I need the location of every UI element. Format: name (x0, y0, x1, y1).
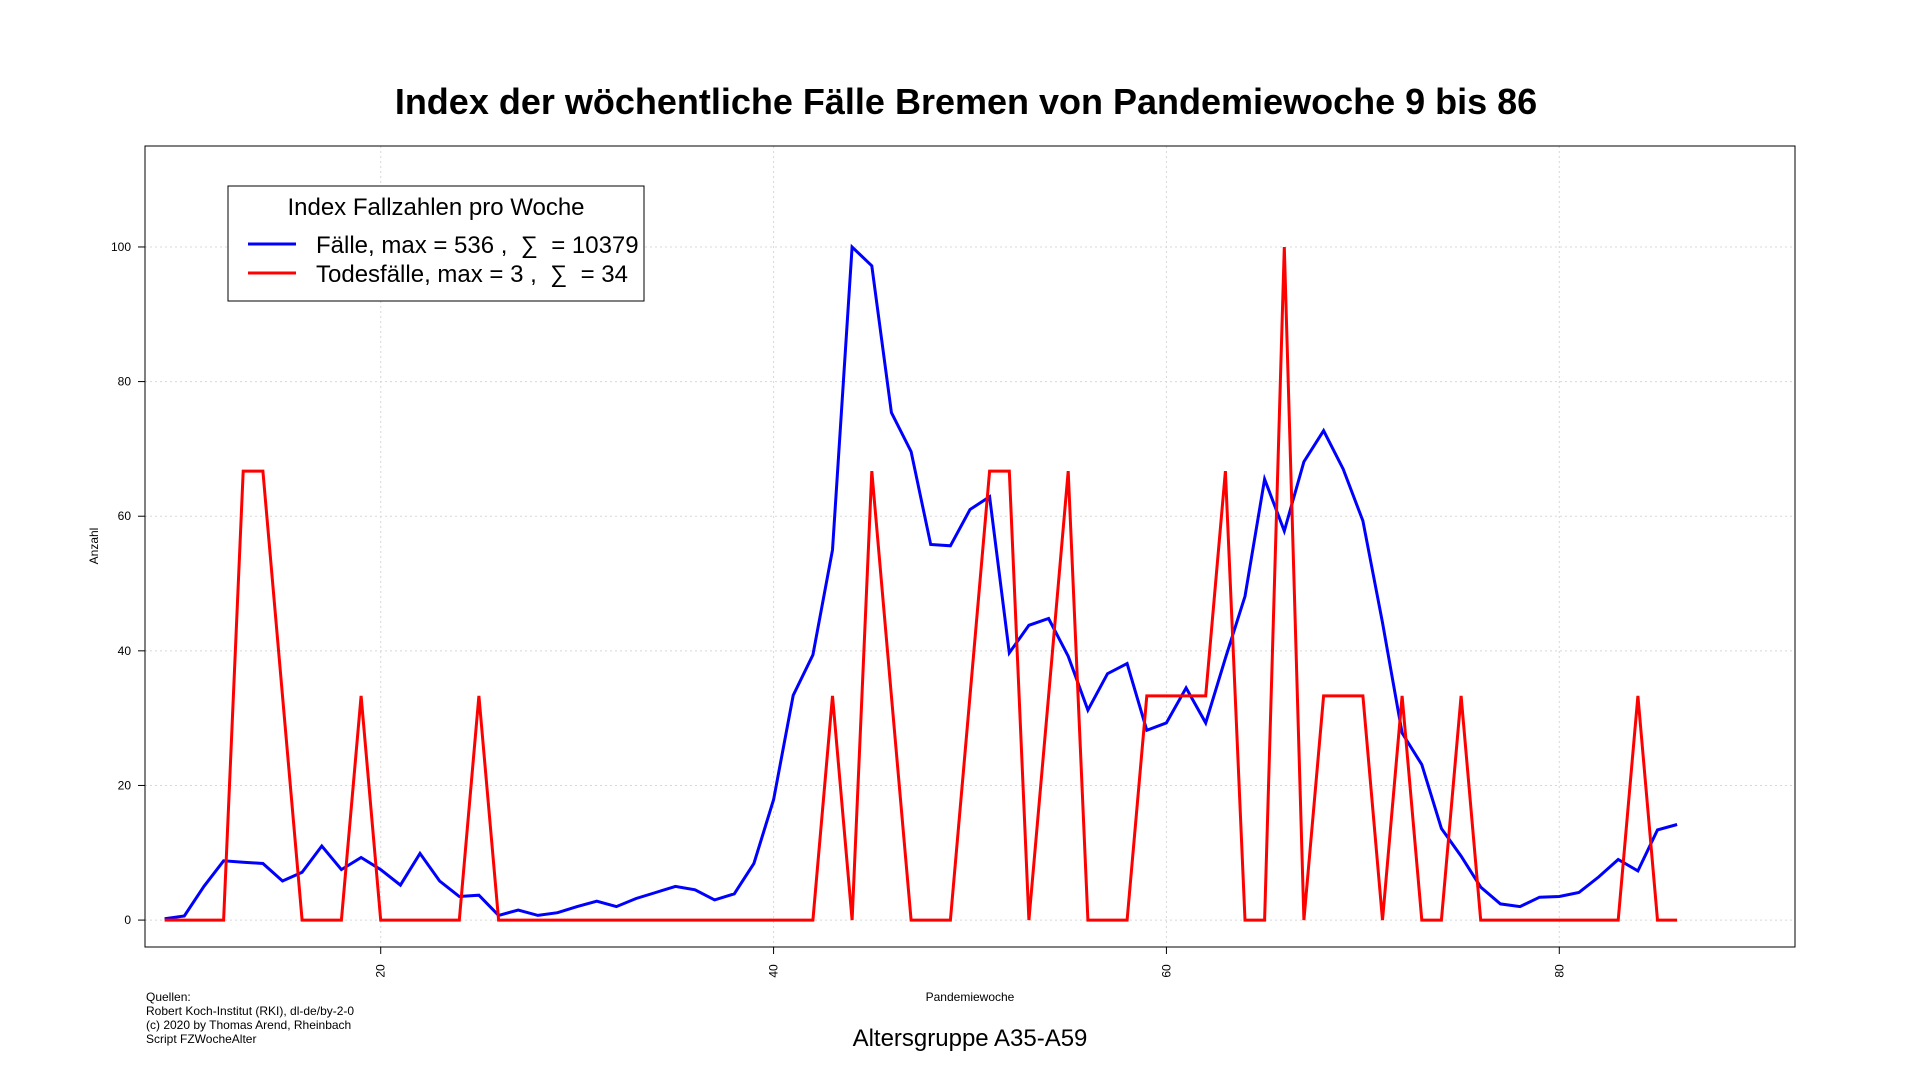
source-line-3: (c) 2020 by Thomas Arend, Rheinbach (146, 1018, 351, 1032)
chart-title: Index der wöchentliche Fälle Bremen von … (395, 81, 1537, 122)
legend-title: Index Fallzahlen pro Woche (287, 194, 584, 221)
y-tick-label-20: 20 (118, 778, 132, 792)
x-tick-label-20: 20 (374, 964, 388, 978)
legend-entry-todesfaelle: Todesfälle, max = 3 , ∑ = 34 (316, 261, 628, 288)
series-line-faelle (164, 243, 1678, 921)
chart-subtitle: Altersgruppe A35-A59 (853, 1025, 1088, 1052)
series-group (164, 243, 1678, 922)
y-axis-label: Anzahl (87, 528, 101, 565)
y-tick-label-100: 100 (111, 240, 131, 254)
legend-box (227, 185, 645, 302)
y-tick-label-0: 0 (124, 913, 131, 927)
y-tick-label-80: 80 (118, 375, 132, 389)
x-tick-label-60: 60 (1159, 964, 1173, 978)
y-axis: 0 20 40 60 80 100 (111, 240, 145, 927)
legend: Index Fallzahlen pro Woche Fälle, max = … (227, 185, 645, 302)
source-line-1: Quellen: (146, 990, 191, 1004)
legend-entry-faelle: Fälle, max = 536 , ∑ = 10379 (316, 232, 639, 259)
y-tick-label-40: 40 (118, 644, 132, 658)
x-tick-label-40: 40 (767, 964, 781, 978)
x-tick-label-80: 80 (1552, 964, 1566, 978)
y-tick-label-60: 60 (118, 509, 132, 523)
source-note: Quellen: Robert Koch-Institut (RKI), dl-… (146, 990, 354, 1046)
x-axis-label: Pandemiewoche (926, 990, 1015, 1004)
x-axis: 20 40 60 80 (374, 947, 1566, 978)
source-line-2: Robert Koch-Institut (RKI), dl-de/by-2-0 (146, 1004, 354, 1018)
plot-frame (144, 145, 1796, 948)
series-line-todesfaelle (164, 246, 1678, 922)
source-line-4: Script FZWocheAlter (146, 1032, 256, 1046)
